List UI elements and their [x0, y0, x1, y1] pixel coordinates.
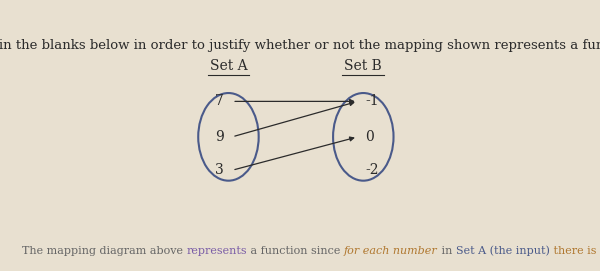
- Text: Set A: Set A: [209, 59, 247, 73]
- Text: there is only one: there is only one: [550, 246, 600, 256]
- Text: Fill in the blanks below in order to justify whether or not the mapping shown re: Fill in the blanks below in order to jus…: [0, 39, 600, 52]
- Text: -1: -1: [365, 94, 379, 108]
- Text: Set A (the input): Set A (the input): [455, 246, 550, 256]
- Text: Set B: Set B: [344, 59, 382, 73]
- Text: 3: 3: [215, 163, 224, 177]
- Text: a function since: a function since: [247, 246, 344, 256]
- Text: for each number: for each number: [344, 246, 438, 256]
- Text: 7: 7: [215, 94, 224, 108]
- Text: The mapping diagram above: The mapping diagram above: [22, 246, 187, 256]
- Text: -2: -2: [365, 163, 379, 177]
- Text: 9: 9: [215, 130, 224, 144]
- Text: represents: represents: [187, 246, 247, 256]
- Text: in: in: [438, 246, 455, 256]
- Text: 0: 0: [365, 130, 374, 144]
